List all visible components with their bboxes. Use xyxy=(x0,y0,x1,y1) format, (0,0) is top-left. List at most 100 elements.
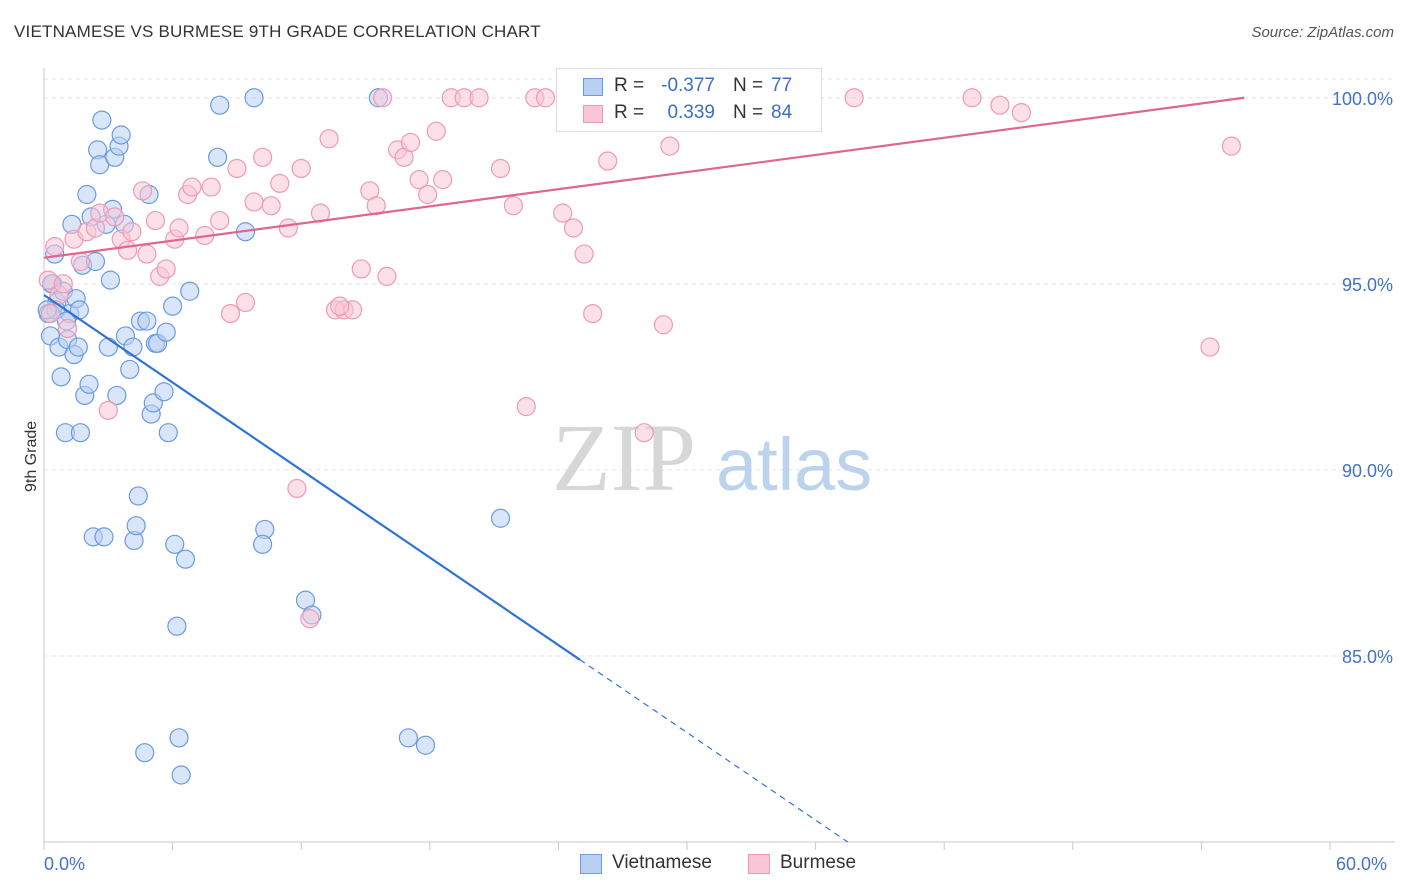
burmese-point xyxy=(426,121,446,141)
burmese-point xyxy=(261,196,281,216)
x-tick-label-min: 0.0% xyxy=(44,854,85,874)
burmese-point xyxy=(253,147,273,167)
burmese-point xyxy=(278,218,298,238)
vietnamese-point xyxy=(244,88,264,108)
vietnamese-point xyxy=(415,735,436,755)
burmese-point xyxy=(227,158,247,179)
burmese-point xyxy=(634,423,654,443)
burmese-point xyxy=(319,129,339,149)
vietnamese-point xyxy=(169,728,189,748)
vietnamese-point xyxy=(158,423,178,443)
vietnamese-point xyxy=(123,337,143,357)
burmese-point xyxy=(57,318,78,339)
vietnamese-swatch xyxy=(583,78,603,96)
vietnamese-point xyxy=(77,184,97,205)
burmese-point xyxy=(235,292,256,313)
vietnamese-legend-label: Vietnamese xyxy=(612,852,712,873)
burmese-legend-label: Burmese xyxy=(780,852,857,873)
watermark-zip: ZIP xyxy=(552,404,696,511)
burmese-point xyxy=(516,397,536,417)
burmese-point xyxy=(373,88,393,108)
y-axis-label: 9th Grade xyxy=(23,421,40,492)
burmese-point xyxy=(70,251,91,272)
vietnamese-point xyxy=(120,359,140,380)
burmese-point xyxy=(145,210,166,231)
burmese-point xyxy=(220,303,241,324)
burmese-point xyxy=(117,240,138,260)
burmese-point xyxy=(310,203,331,223)
burmese-trend-line xyxy=(43,96,1245,259)
vietnamese-point xyxy=(126,516,146,536)
vietnamese-trend-extension xyxy=(579,659,849,843)
x-tick-label-max: 60.0% xyxy=(1336,854,1387,874)
burmese-point xyxy=(351,259,371,279)
trend-lines xyxy=(43,96,1245,843)
vietnamese-point xyxy=(398,728,418,748)
burmese-point xyxy=(1221,136,1242,156)
vietnamese-point xyxy=(100,270,121,290)
burmese-point xyxy=(53,274,73,294)
burmese-point xyxy=(270,173,290,193)
y-tick-label: 85.0% xyxy=(1342,647,1393,667)
burmese-point xyxy=(291,158,311,179)
burmese-point xyxy=(583,303,603,324)
burmese-point xyxy=(40,303,61,324)
burmese-point xyxy=(418,184,438,205)
burmese-point xyxy=(1200,337,1220,357)
vietnamese-point xyxy=(92,110,112,130)
vietnamese-point xyxy=(171,765,191,785)
burmese-point xyxy=(433,170,453,190)
burmese-point xyxy=(132,181,153,201)
vietnamese-point xyxy=(167,616,187,636)
vietnamese-trend-line xyxy=(43,294,581,661)
vietnamese-point xyxy=(111,125,131,145)
r-value: 0.339 xyxy=(667,102,715,123)
burmese-point xyxy=(156,259,176,279)
burmese-point xyxy=(563,218,584,238)
vietnamese-point xyxy=(70,423,91,443)
watermark: ZIP atlas xyxy=(552,404,872,511)
vietnamese-point xyxy=(79,374,99,394)
vietnamese-point xyxy=(154,382,174,402)
burmese-point xyxy=(169,218,189,238)
vietnamese-point xyxy=(253,534,273,554)
burmese-point xyxy=(400,132,421,153)
burmese-point xyxy=(409,170,429,190)
chart-title: VIETNAMESE VS BURMESE 9TH GRADE CORRELAT… xyxy=(14,22,541,41)
burmese-point xyxy=(244,192,264,212)
burmese-point xyxy=(105,207,125,227)
r-value: -0.377 xyxy=(661,75,715,96)
vietnamese-point xyxy=(98,337,118,357)
burmese-point xyxy=(535,88,556,108)
vietnamese-point xyxy=(137,311,157,331)
burmese-point xyxy=(553,203,573,223)
burmese-point xyxy=(490,158,511,179)
burmese-point xyxy=(469,88,489,108)
vietnamese-point xyxy=(51,367,71,387)
y-tick-labels: 85.0% 90.0% 95.0% 100.0% xyxy=(1332,89,1393,667)
burmese-point xyxy=(574,244,594,264)
vietnamese-point xyxy=(210,95,230,115)
axes xyxy=(43,68,1395,850)
vietnamese-point xyxy=(175,549,196,569)
burmese-point xyxy=(300,609,320,629)
y-tick-label: 100.0% xyxy=(1332,89,1393,109)
vietnamese-point xyxy=(180,281,200,301)
burmese-point xyxy=(366,196,386,216)
watermark-atlas: atlas xyxy=(716,423,872,506)
vietnamese-point xyxy=(68,337,88,357)
burmese-point xyxy=(287,478,307,499)
vietnamese-point xyxy=(208,147,228,167)
burmese-points xyxy=(38,88,1242,629)
n-label: N = xyxy=(733,75,764,96)
burmese-point xyxy=(137,244,157,264)
vietnamese-point xyxy=(94,527,114,547)
burmese-point xyxy=(660,136,680,156)
burmese-point xyxy=(1011,103,1031,123)
vietnamese-points xyxy=(37,88,511,785)
burmese-swatch xyxy=(583,105,603,123)
burmese-point xyxy=(377,266,397,286)
burmese-point xyxy=(122,222,142,242)
vietnamese-point xyxy=(156,322,176,342)
